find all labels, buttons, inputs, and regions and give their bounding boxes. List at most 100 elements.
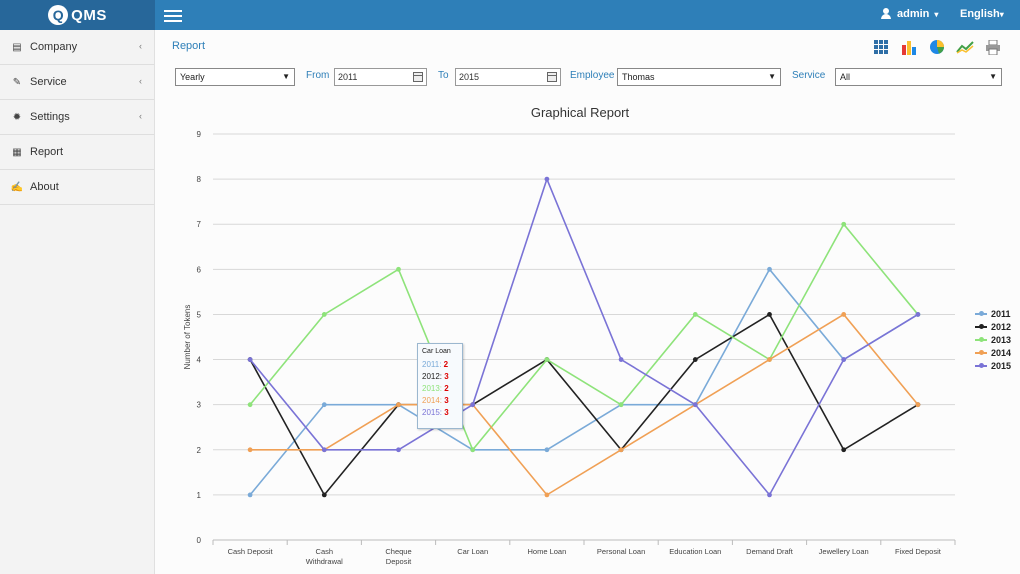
legend-marker (975, 336, 987, 344)
service-select[interactable]: All ▼ (835, 68, 1002, 86)
chevron-left-icon: ‹ (139, 76, 142, 86)
print-icon[interactable] (984, 39, 1002, 55)
tooltip-row: 2011: 2 (422, 359, 458, 371)
data-point-2013 (321, 312, 327, 317)
breadcrumb[interactable]: Report (172, 40, 206, 52)
top-bar: Q QMS admin ▾ English▾ (0, 0, 1020, 30)
legend-marker (975, 310, 987, 318)
data-point-2012 (321, 492, 327, 498)
data-point-2014 (618, 447, 624, 453)
user-name: admin (897, 8, 930, 20)
data-point-2013 (247, 402, 253, 408)
tooltip-row: 2013: 2 (422, 383, 458, 395)
y-tick-label: 9 (197, 130, 202, 139)
x-tick-label: Fixed Deposit (895, 547, 942, 556)
employee-label: Employee (570, 70, 615, 81)
from-date-value: 2011 (338, 72, 358, 82)
grid-icon[interactable] (872, 39, 890, 55)
gear-icon: ✹ (12, 111, 22, 123)
sidebar-item-settings[interactable]: ✹ Settings ‹ (0, 100, 154, 135)
data-point-2013 (841, 221, 847, 227)
sidebar-item-label: Company (30, 41, 78, 53)
calendar-icon[interactable] (413, 72, 423, 82)
edit-icon: ✍ (10, 181, 24, 193)
x-tick-label: Personal Loan (597, 547, 645, 556)
chart-legend: 2011 2012 2013 2014 2015 (975, 307, 1011, 372)
data-point-2013 (618, 402, 624, 408)
sidebar-item-report[interactable]: ▦ Report (0, 135, 154, 170)
sidebar-item-about[interactable]: ✍ About (0, 170, 154, 205)
from-label: From (306, 70, 330, 81)
legend-item[interactable]: 2012 (975, 320, 1011, 333)
sidebar-item-service[interactable]: ✎ Service ‹ (0, 65, 154, 100)
data-point-2014 (396, 402, 401, 408)
legend-item[interactable]: 2013 (975, 333, 1011, 346)
wrench-icon: ✎ (12, 76, 22, 88)
language-menu[interactable]: English▾ (960, 8, 1004, 20)
service-value: All (840, 72, 851, 82)
legend-label: 2014 (991, 347, 1012, 358)
y-tick-label: 7 (197, 220, 202, 229)
period-select[interactable]: Yearly ▼ (175, 68, 295, 86)
legend-label: 2011 (991, 308, 1011, 319)
x-tick-label: Jewellery Loan (819, 547, 869, 556)
employee-value: Thomas (622, 72, 655, 82)
legend-marker (975, 323, 987, 331)
data-point-2012 (767, 312, 772, 317)
chart-title: Graphical Report (530, 105, 630, 120)
legend-label: 2015 (991, 360, 1012, 371)
tooltip-row: 2015: 3 (422, 407, 458, 419)
data-point-2015 (544, 176, 550, 182)
tooltip-series-label: 2012: (422, 372, 445, 381)
y-tick-label: 2 (197, 446, 202, 455)
tooltip-series-value: 3 (444, 396, 449, 405)
tooltip-title: Car Loan (422, 348, 451, 355)
chevron-down-icon: ▼ (768, 72, 776, 81)
to-date-value: 2015 (459, 72, 480, 82)
to-date-field[interactable]: 2015 (455, 68, 561, 86)
x-tick-label: Home Loan (528, 547, 567, 556)
employee-select[interactable]: Thomas ▼ (617, 68, 781, 86)
legend-label: 2012 (991, 321, 1012, 332)
chevron-down-icon: ▾ (999, 10, 1004, 19)
brand[interactable]: Q QMS (0, 0, 155, 30)
sidebar-item-label: Report (30, 146, 64, 158)
user-menu[interactable]: admin ▾ (880, 8, 938, 20)
bar-chart-icon[interactable] (900, 39, 918, 55)
data-point-2014 (544, 492, 550, 498)
data-point-2012 (692, 357, 698, 362)
menu-toggle-icon[interactable] (164, 7, 182, 23)
data-point-2015 (618, 357, 624, 362)
data-point-2014 (247, 447, 253, 453)
x-tick-label: Cash (316, 547, 334, 556)
data-point-2015 (767, 492, 772, 498)
tooltip-series-label: 2013: (422, 384, 445, 393)
y-tick-label: 0 (197, 536, 202, 545)
tooltip-series-label: 2011: (422, 360, 444, 369)
chart-tooltip: Car Loan 2011: 2 2012: 3 2013: 2 2014: 3 201… (417, 343, 463, 429)
y-tick-label: 8 (197, 175, 202, 184)
line-chart-icon[interactable] (956, 39, 974, 55)
calendar-icon[interactable] (547, 72, 557, 82)
from-date-field[interactable]: 2011 (334, 68, 427, 86)
y-tick-label: 3 (197, 401, 202, 410)
tooltip-row: 2014: 3 (422, 395, 458, 407)
period-value: Yearly (180, 72, 205, 82)
y-axis-label: Number of Tokens (183, 305, 192, 370)
y-tick-label: 5 (197, 310, 202, 319)
sidebar-item-label: About (30, 181, 59, 193)
pie-chart-icon[interactable] (928, 39, 946, 55)
legend-item[interactable]: 2015 (975, 359, 1011, 372)
legend-item[interactable]: 2014 (975, 346, 1011, 359)
y-tick-label: 6 (197, 265, 202, 274)
main-content: Report Yearly ▼ From 2011 To 2015 (155, 30, 1020, 574)
data-point-2013 (692, 312, 698, 317)
data-point-2015 (915, 312, 921, 317)
sidebar-item-label: Service (30, 76, 67, 88)
sidebar-item-company[interactable]: ▤ Company ‹ (0, 30, 154, 65)
x-tick-label: Demand Draft (746, 547, 794, 556)
service-label: Service (792, 70, 826, 81)
legend-item[interactable]: 2011 (975, 307, 1011, 320)
series-line-2011 (249, 267, 919, 496)
